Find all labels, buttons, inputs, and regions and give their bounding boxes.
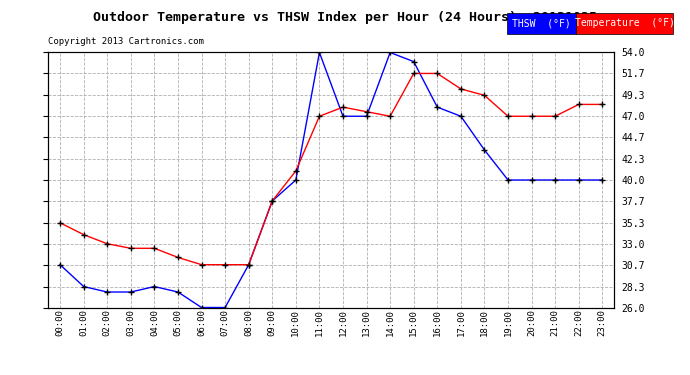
Text: THSW  (°F): THSW (°F) <box>512 18 571 28</box>
Text: Outdoor Temperature vs THSW Index per Hour (24 Hours)  20131025: Outdoor Temperature vs THSW Index per Ho… <box>93 11 597 24</box>
Text: Temperature  (°F): Temperature (°F) <box>575 18 674 28</box>
Text: Copyright 2013 Cartronics.com: Copyright 2013 Cartronics.com <box>48 38 204 46</box>
